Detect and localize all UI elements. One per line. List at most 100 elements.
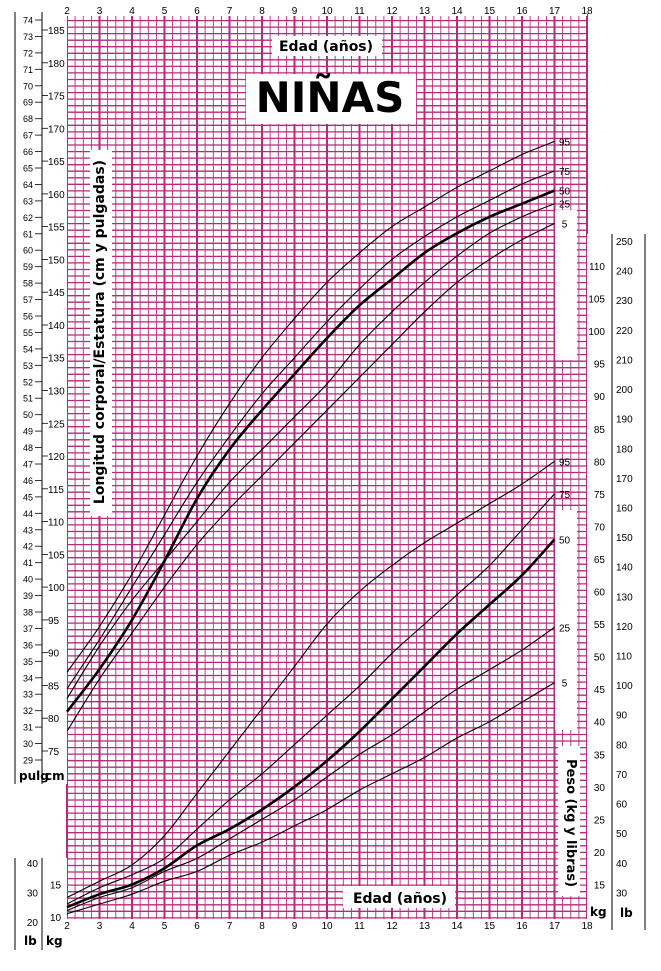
- age-tick-top: 3: [97, 6, 103, 17]
- lb-tick-right: 210: [616, 355, 633, 366]
- lb-tick-right: 110: [616, 652, 632, 663]
- age-tick-top: 17: [549, 6, 561, 17]
- cm-tick-label: 100: [48, 583, 65, 594]
- weight-left-strip: [15, 858, 67, 950]
- inch-tick-label: 41: [23, 558, 33, 568]
- inch-tick-label: 31: [23, 723, 33, 733]
- inch-tick-label: 64: [23, 180, 33, 190]
- age-tick-top: 6: [194, 6, 200, 17]
- kg-tick-right: 35: [594, 750, 606, 761]
- lb-tick-right: 130: [616, 592, 633, 603]
- stature-p5-label: 5: [562, 219, 568, 230]
- kg-tick-right: 80: [594, 457, 606, 468]
- lb-tick-left: 40: [27, 859, 39, 870]
- weight-p50-label: 50: [559, 535, 571, 546]
- cm-tick-label: 130: [48, 387, 65, 398]
- inch-tick-label: 67: [23, 131, 33, 141]
- stature-p75-line: [66, 170, 555, 690]
- inch-tick-label: 70: [23, 81, 33, 91]
- age-tick-bottom: 7: [227, 921, 233, 932]
- weight-p5-label: 5: [562, 679, 568, 690]
- inch-tick-label: 44: [23, 509, 33, 519]
- kg-tick-right: 30: [594, 783, 606, 794]
- inch-tick-label: 48: [23, 443, 33, 453]
- inch-tick-label: 54: [23, 344, 33, 354]
- inch-tick-label: 61: [23, 229, 33, 239]
- lb-tick-right: 80: [616, 740, 628, 751]
- inch-tick-label: 43: [23, 525, 33, 535]
- cm-tick-label: 155: [48, 223, 65, 234]
- age-tick-bottom: 5: [162, 921, 168, 932]
- inch-tick-label: 36: [23, 640, 33, 650]
- right-label-panel: [558, 746, 580, 896]
- age-tick-bottom: 10: [321, 921, 333, 932]
- inch-tick-label: 50: [23, 410, 33, 420]
- kg-tick-right: 85: [594, 425, 606, 436]
- bottom-axis-label: Edad (años): [353, 891, 447, 907]
- inch-tick-label: 56: [23, 312, 33, 322]
- age-tick-top: 8: [259, 6, 265, 17]
- kg-tick-left: 10: [50, 913, 62, 924]
- bottom-tick-strip: [67, 919, 587, 931]
- top-axis-label: Edad (años): [279, 39, 373, 55]
- stature-p50-line: [65, 189, 555, 713]
- stature-p95-line: [66, 140, 555, 673]
- age-tick-bottom: 18: [581, 921, 593, 932]
- inch-tick-label: 38: [23, 608, 33, 618]
- age-tick-top: 11: [354, 6, 365, 17]
- weight-p50-line: [66, 538, 556, 909]
- inch-tick-label: 45: [23, 492, 33, 502]
- inch-tick-label: 69: [23, 98, 33, 108]
- kg-tick-right: 60: [594, 588, 606, 599]
- cm-tick-label: 170: [48, 124, 65, 135]
- weight-label-channel: [555, 510, 577, 730]
- inch-tick-label: 72: [23, 48, 33, 58]
- age-tick-bottom: 12: [386, 921, 398, 932]
- weight-p25-line: [66, 626, 555, 912]
- cm-tick-label: 185: [48, 26, 65, 37]
- inch-tick-label: 52: [23, 377, 33, 387]
- age-tick-top: 2: [64, 6, 70, 17]
- cm-tick-label: 160: [48, 190, 65, 201]
- cm-tick-label: 140: [48, 321, 65, 332]
- right-axis-label: Peso (kg y libras): [563, 759, 578, 887]
- cm-tick-label: 80: [48, 714, 60, 725]
- cm-tick-label: 85: [48, 682, 60, 693]
- lb-tick-right: 90: [616, 711, 628, 722]
- age-tick-top: 4: [129, 6, 135, 17]
- lb-tick-right: 140: [616, 563, 633, 574]
- cm-tick-label: 120: [48, 452, 65, 463]
- cm-unit-label: cm: [45, 769, 65, 783]
- age-tick-top: 5: [162, 6, 168, 17]
- tick-labels: 2233445566778899101011111212131314141515…: [23, 6, 633, 932]
- percentile-curves: 5 25 50 75 95 5 25 50 75 95: [65, 137, 571, 915]
- lb-tick-left: 20: [27, 918, 39, 929]
- lb-tick-right: 30: [616, 888, 628, 899]
- kg-tick-right: 90: [594, 392, 606, 403]
- lb-tick-right: 120: [616, 622, 633, 633]
- inch-tick-label: 29: [23, 756, 33, 766]
- left-label-panel: [90, 150, 112, 516]
- pulg-unit-label: pulg: [19, 769, 49, 783]
- kg-tick-right: 55: [594, 620, 606, 631]
- inch-tick-label: 53: [23, 361, 33, 371]
- inch-tick-label: 42: [23, 542, 33, 552]
- inch-tick-label: 73: [23, 32, 33, 42]
- cm-tick-label: 125: [48, 419, 65, 430]
- weight-p75-label: 75: [559, 490, 571, 501]
- age-tick-top: 18: [581, 6, 593, 17]
- age-tick-bottom: 4: [129, 921, 135, 932]
- kg-tick-right: 20: [594, 848, 606, 859]
- weight-p75-line: [66, 493, 555, 905]
- inch-tick-label: 58: [23, 279, 33, 289]
- age-tick-top: 7: [227, 6, 233, 17]
- inch-tick-label: 57: [23, 295, 33, 305]
- lb-tick-left: 30: [27, 888, 39, 899]
- white-panels: [14, 4, 646, 950]
- stature-p25-label: 25: [559, 200, 571, 211]
- left-axis-label: Longitud corporal/Estatura (cm y pulgada…: [92, 160, 108, 504]
- top-tick-strip: [67, 4, 587, 16]
- bottom-label-panel: [343, 886, 455, 908]
- inch-tick-label: 35: [23, 657, 33, 667]
- lb-tick-right: 230: [616, 296, 633, 307]
